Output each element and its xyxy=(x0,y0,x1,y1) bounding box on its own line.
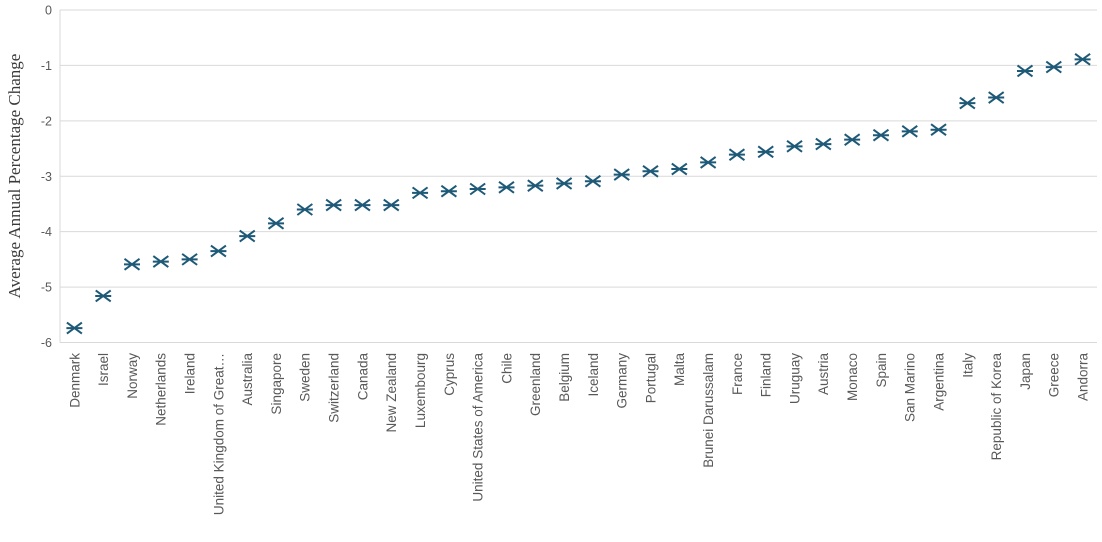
category-label: Republic of Korea xyxy=(989,353,1004,461)
data-point-marker[interactable] xyxy=(440,184,457,198)
data-point-marker[interactable] xyxy=(267,217,285,230)
category-label: Chile xyxy=(499,353,514,384)
category-label: Greece xyxy=(1047,353,1062,397)
category-label: Monaco xyxy=(845,353,860,401)
data-point-marker[interactable] xyxy=(757,145,774,159)
data-point-marker[interactable] xyxy=(123,258,141,271)
category-label: Greenland xyxy=(528,353,543,416)
data-point-marker[interactable] xyxy=(556,177,573,190)
y-tick-label: -2 xyxy=(41,114,52,128)
category-label: Iceland xyxy=(586,353,601,397)
data-point-marker[interactable] xyxy=(613,168,630,181)
data-point-marker[interactable] xyxy=(383,198,400,212)
data-point-marker[interactable] xyxy=(527,179,544,192)
data-point-marker[interactable] xyxy=(1045,60,1062,74)
data-point-marker[interactable] xyxy=(325,198,342,212)
data-point-marker[interactable] xyxy=(901,125,918,138)
data-point-marker[interactable] xyxy=(354,198,371,212)
category-label: Brunei Darussalam xyxy=(701,353,716,468)
category-label: Malta xyxy=(672,353,687,387)
category-label: Argentina xyxy=(931,353,946,411)
data-point-marker[interactable] xyxy=(728,148,746,161)
data-point-marker[interactable] xyxy=(469,182,486,196)
category-label: Cyprus xyxy=(442,353,457,396)
category-label: Norway xyxy=(125,353,140,399)
category-label: Portugal xyxy=(643,353,658,403)
y-tick-label: -1 xyxy=(41,59,52,73)
data-point-marker[interactable] xyxy=(872,128,890,142)
category-label: Finland xyxy=(759,353,774,397)
category-label: Switzerland xyxy=(327,353,342,423)
y-tick-label: -6 xyxy=(41,336,52,350)
category-label: United States of America xyxy=(471,353,486,502)
data-point-marker[interactable] xyxy=(296,203,313,216)
category-label: France xyxy=(730,353,745,395)
data-point-marker[interactable] xyxy=(959,96,976,110)
data-point-marker[interactable] xyxy=(988,91,1005,104)
category-label: Netherlands xyxy=(154,353,169,426)
y-tick-labels-group: 0 -1 -2 -3 -4 -5 -6 xyxy=(41,4,52,351)
category-label: Japan xyxy=(1018,353,1033,390)
category-label: Spain xyxy=(874,353,889,388)
category-label: Italy xyxy=(960,353,975,378)
category-label: New Zealand xyxy=(384,353,399,433)
category-label: Denmark xyxy=(67,353,82,408)
data-point-marker[interactable] xyxy=(1016,64,1034,78)
category-label: Canada xyxy=(355,353,370,401)
data-point-marker[interactable] xyxy=(66,321,83,335)
category-label: United Kingdom of Great… xyxy=(211,353,226,515)
data-point-marker[interactable] xyxy=(930,123,947,137)
data-point-marker[interactable] xyxy=(671,162,688,176)
y-tick-label: -5 xyxy=(41,281,52,295)
y-tick-label: -4 xyxy=(41,225,52,239)
data-point-marker[interactable] xyxy=(498,181,515,194)
category-label: Germany xyxy=(615,353,630,409)
category-label: Andorra xyxy=(1075,353,1090,402)
data-point-marker[interactable] xyxy=(95,289,112,303)
gridlines-group xyxy=(59,9,1097,343)
category-label: Belgium xyxy=(557,353,572,402)
category-label: Singapore xyxy=(269,353,284,415)
category-label: Ireland xyxy=(182,353,197,394)
data-point-marker[interactable] xyxy=(1074,53,1091,66)
data-point-marker[interactable] xyxy=(181,253,198,266)
category-label: Sweden xyxy=(298,353,313,402)
data-point-marker[interactable] xyxy=(786,140,803,153)
data-point-marker[interactable] xyxy=(642,164,659,178)
category-label: San Marino xyxy=(903,353,918,422)
y-tick-label: -3 xyxy=(41,170,52,184)
data-point-marker[interactable] xyxy=(584,174,601,188)
category-label: Austria xyxy=(816,353,831,396)
data-point-marker[interactable] xyxy=(815,137,832,151)
category-label: Israel xyxy=(96,353,111,386)
data-point-marker[interactable] xyxy=(411,186,429,200)
data-point-marker[interactable] xyxy=(844,133,861,146)
category-label: Luxembourg xyxy=(413,353,428,428)
data-point-marker[interactable] xyxy=(210,244,227,258)
y-axis-title: Average Annual Percentage Change xyxy=(5,54,24,299)
data-point-marker[interactable] xyxy=(700,156,717,169)
category-label: Uruguay xyxy=(787,353,802,404)
data-point-marker[interactable] xyxy=(239,229,256,243)
series-markers-group xyxy=(66,53,1091,335)
data-point-marker[interactable] xyxy=(152,255,169,268)
y-tick-label: 0 xyxy=(45,4,52,18)
category-labels-group: Denmark Israel Norway Netherlands Ireland Uni… xyxy=(67,353,1090,516)
category-label: Australia xyxy=(240,353,255,406)
